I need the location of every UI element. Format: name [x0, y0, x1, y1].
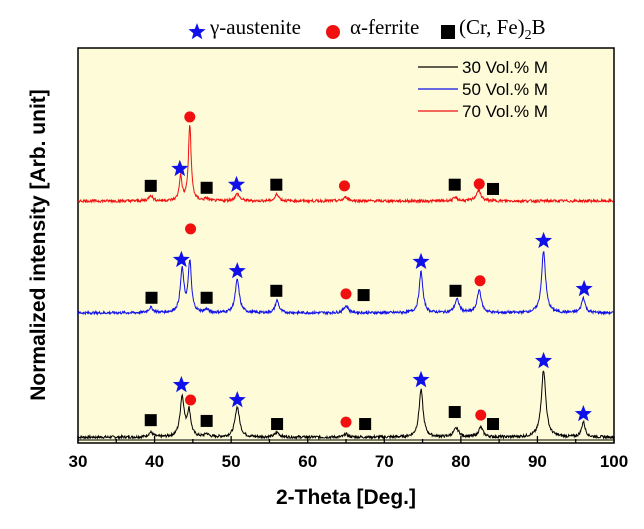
square-icon: [441, 25, 455, 39]
y-axis-label: Normalized intensity [Arb. unit]: [27, 89, 50, 401]
boride-square-marker: [449, 284, 462, 297]
x-axis-label: 2-Theta [Deg.]: [276, 486, 416, 509]
austenite-star-marker: [228, 391, 246, 408]
x-axis: 30 40 50 60 70 80 90 100: [69, 436, 628, 471]
x-tick-label: 100: [600, 452, 628, 471]
series-curves: [77, 124, 615, 441]
legend-label-50: 50 Vol.% M: [462, 80, 548, 99]
ferrite-circle-marker: [475, 409, 487, 421]
x-tick-label: 80: [451, 452, 470, 471]
x-tick-label: 50: [222, 452, 241, 471]
austenite-star-marker: [172, 375, 190, 393]
boride-square-marker: [487, 182, 500, 195]
austenite-star-marker: [535, 231, 553, 249]
legend-label-30: 30 Vol.% M: [462, 58, 548, 77]
austenite-star-marker: [172, 250, 190, 268]
series-line-2: [77, 251, 615, 316]
boride-square-marker: [448, 406, 461, 419]
x-tick-label: 60: [298, 452, 317, 471]
boride-square-marker: [145, 291, 158, 304]
boride-square-marker: [144, 179, 157, 192]
x-tick-label: 90: [528, 452, 547, 471]
boride-square-marker: [200, 181, 213, 194]
x-tick-label: 30: [69, 452, 88, 471]
legend-boride: (Cr, Fe)2B: [459, 15, 546, 43]
austenite-star-marker: [574, 405, 592, 422]
ferrite-circle-marker: [184, 111, 196, 123]
austenite-star-marker: [171, 159, 189, 177]
boride-square-marker: [359, 418, 372, 431]
boride-square-marker: [270, 178, 283, 191]
austenite-star-marker: [227, 175, 246, 192]
ferrite-circle-marker: [340, 416, 352, 428]
austenite-star-marker: [412, 252, 430, 269]
phase-markers: [144, 111, 593, 431]
series-legend: 30 Vol.% M 50 Vol.% M 70 Vol.% M: [418, 58, 548, 121]
series-line-3: [77, 124, 614, 204]
circle-icon: [326, 25, 340, 39]
austenite-star-marker: [228, 262, 246, 279]
ferrite-circle-marker: [185, 394, 197, 406]
phase-legend: γ-austenite α-ferrite (Cr, Fe)2B: [188, 15, 546, 43]
plot-area: [77, 47, 615, 444]
boride-square-marker: [271, 418, 284, 431]
boride-square-marker: [144, 414, 157, 427]
ferrite-circle-marker: [473, 178, 485, 190]
austenite-star-marker: [575, 279, 593, 297]
boride-square-marker: [200, 291, 213, 304]
x-tick-label: 70: [375, 452, 394, 471]
boride-square-marker: [357, 289, 370, 302]
austenite-star-marker: [412, 370, 430, 388]
boride-square-marker: [270, 284, 283, 297]
ferrite-circle-marker: [185, 223, 197, 235]
x-tick-label: 40: [145, 452, 164, 471]
ferrite-circle-marker: [474, 275, 486, 287]
legend-label-70: 70 Vol.% M: [462, 102, 548, 121]
boride-square-marker: [448, 178, 461, 191]
legend-ferrite: α-ferrite: [350, 15, 419, 39]
boride-square-marker: [200, 414, 213, 427]
series-line-1: [77, 370, 615, 441]
star-icon: [188, 23, 206, 40]
legend-austenite: γ-austenite: [209, 15, 301, 39]
austenite-star-marker: [535, 351, 553, 369]
boride-square-marker: [487, 418, 500, 431]
ferrite-circle-marker: [340, 288, 352, 300]
ferrite-circle-marker: [338, 180, 350, 192]
